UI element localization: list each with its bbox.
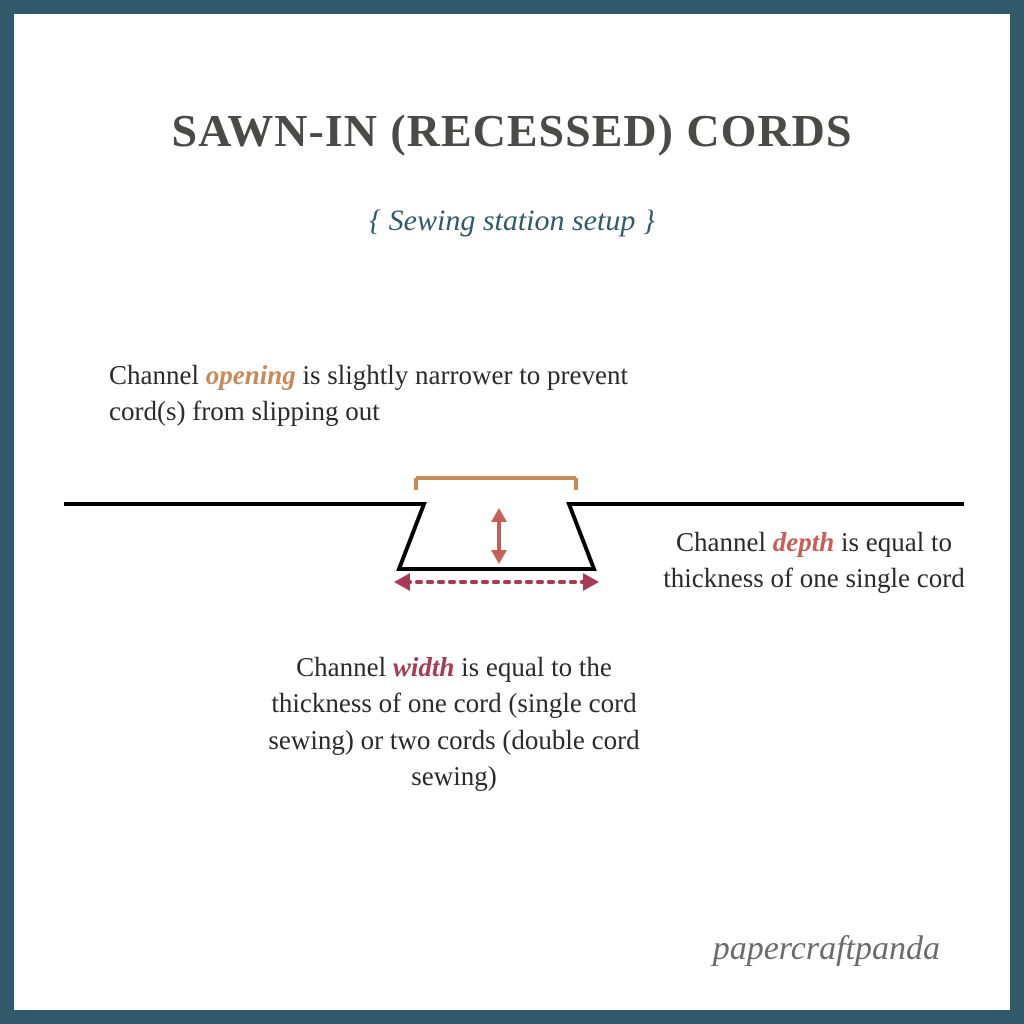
- annotation-depth: Channel depth is equal to thickness of o…: [654, 524, 974, 597]
- annotation-opening: Channel opening is slightly narrower to …: [109, 357, 669, 430]
- keyword-depth: depth: [773, 527, 835, 557]
- depth-arrow: [491, 508, 507, 564]
- annotation-width: Channel width is equal to the thickness …: [244, 649, 664, 795]
- opening-bracket: [416, 478, 576, 490]
- keyword-opening: opening: [206, 360, 296, 390]
- width-arrow: [394, 573, 599, 591]
- title: SAWN-IN (RECESSED) CORDS: [14, 104, 1010, 157]
- ann-text: Channel: [109, 360, 206, 390]
- infographic-frame: SAWN-IN (RECESSED) CORDS { Sewing statio…: [0, 0, 1024, 1024]
- watermark: papercraftpanda: [713, 930, 940, 968]
- ann-text: Channel: [676, 527, 773, 557]
- ann-text: Channel: [296, 652, 393, 682]
- keyword-width: width: [393, 652, 455, 682]
- subtitle: { Sewing station setup }: [14, 204, 1010, 238]
